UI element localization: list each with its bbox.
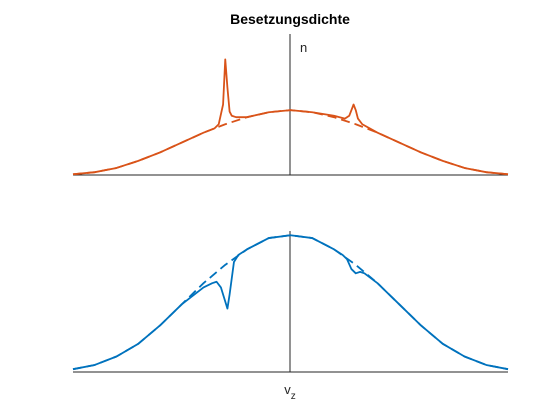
x-axis-label-main: v [284, 382, 291, 397]
chart-title: Besetzungsdichte [230, 11, 350, 27]
bottom-panel: vz [72, 231, 509, 402]
top-y-label: n [300, 40, 307, 55]
x-axis-label: vz [284, 382, 296, 402]
bottom-series-solid-line [72, 234, 509, 371]
x-axis-label-subscript: z [291, 391, 296, 402]
top-series-solid-line [72, 58, 509, 176]
top-panel: n [72, 34, 509, 176]
